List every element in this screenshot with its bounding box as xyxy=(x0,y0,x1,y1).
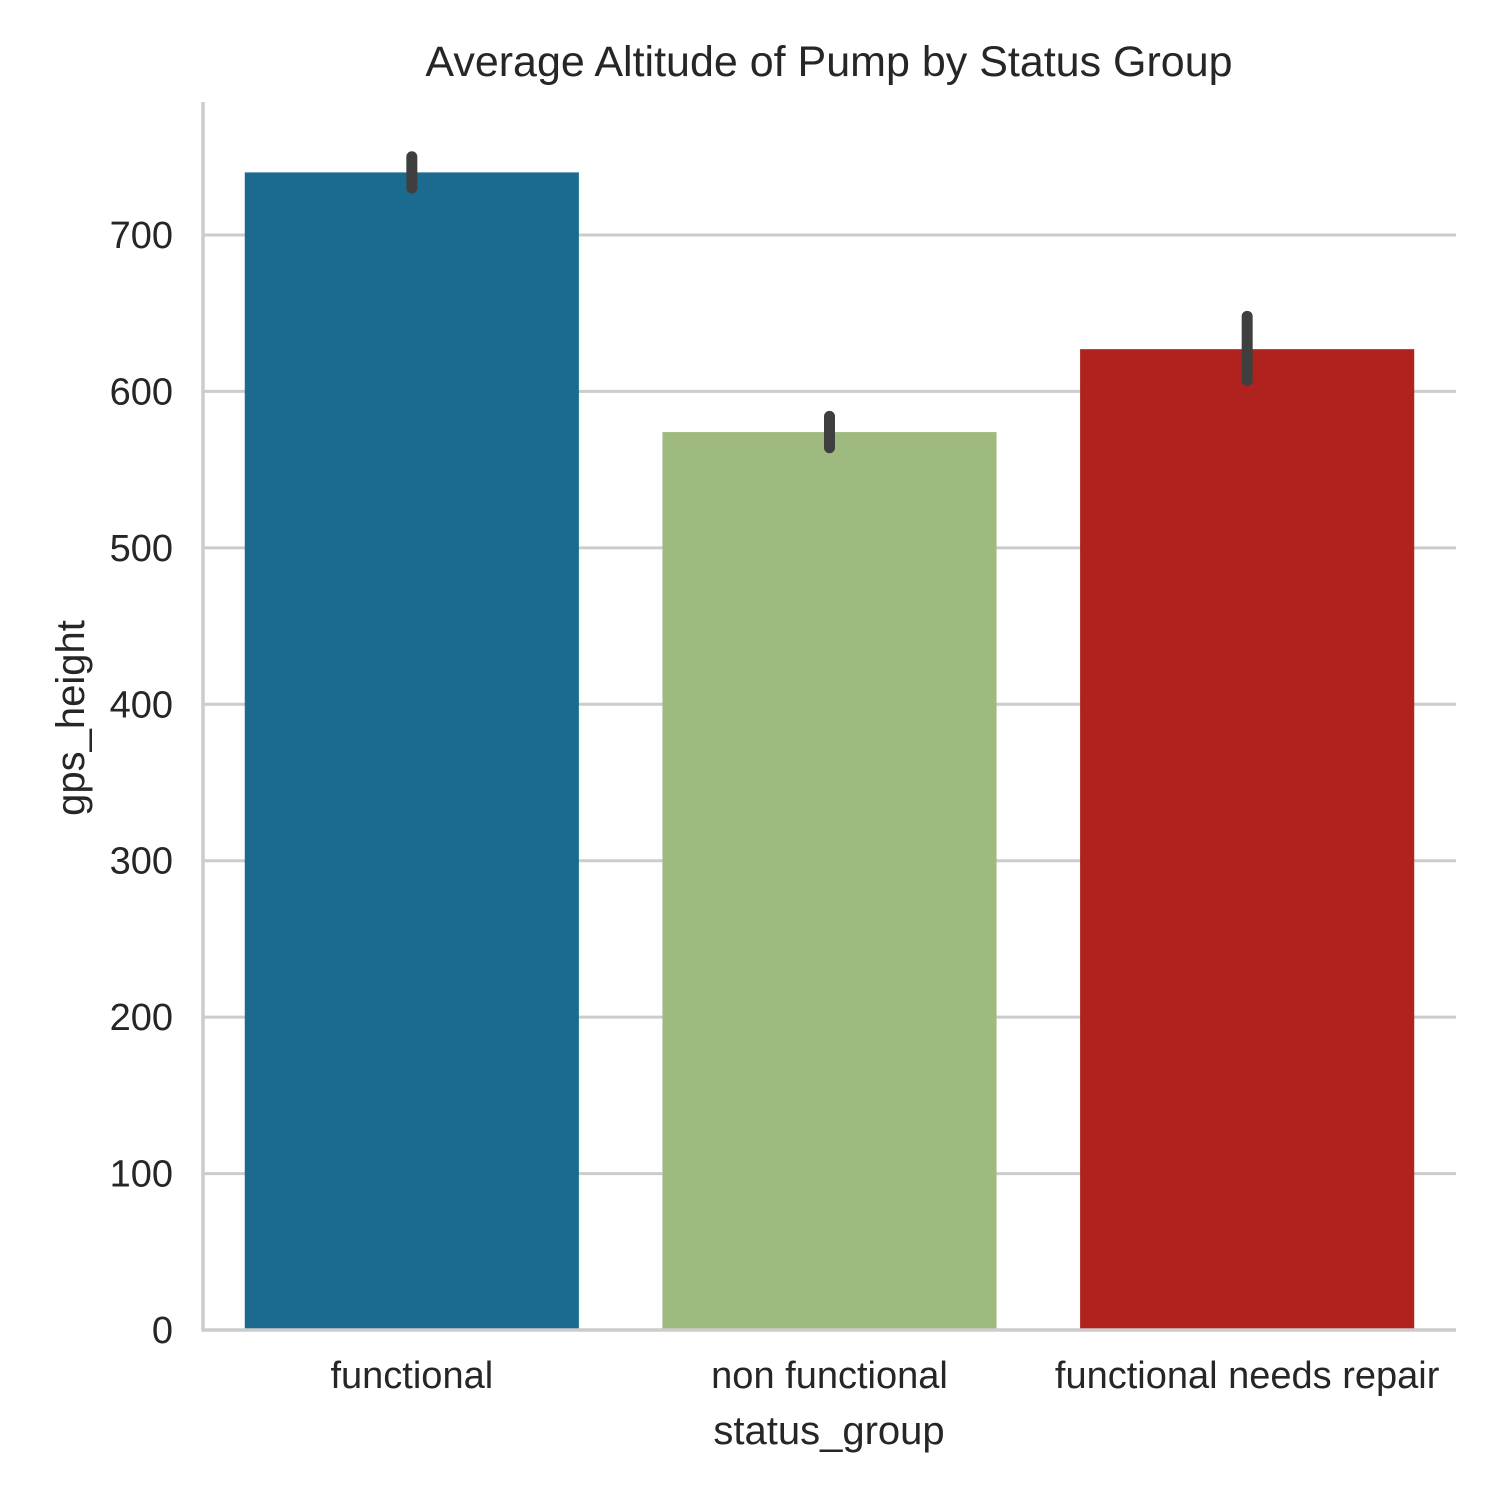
bar xyxy=(244,172,579,1330)
y-tick-label: 0 xyxy=(152,1310,173,1352)
bar xyxy=(1080,349,1415,1331)
axes xyxy=(201,102,1456,1332)
y-tick-label: 600 xyxy=(110,371,173,413)
y-tick-label: 700 xyxy=(110,215,173,257)
y-tick-label: 500 xyxy=(110,528,173,570)
bar xyxy=(662,432,997,1331)
x-tick-labels: functional non functional functional needs… xyxy=(330,1355,1439,1397)
y-tick-label: 200 xyxy=(110,997,173,1039)
y-tick-label: 100 xyxy=(110,1154,173,1196)
chart-title: Average Altitude of Pump by Status Group xyxy=(425,38,1232,86)
x-axis-label: status_group xyxy=(713,1409,944,1453)
y-tick-label: 400 xyxy=(110,684,173,726)
y-axis-label: gps_height xyxy=(49,620,93,816)
x-tick-label: functional xyxy=(330,1355,493,1397)
y-tick-labels: 0 100 200 300 400 500 600 700 xyxy=(110,215,173,1352)
y-tick-label: 300 xyxy=(110,841,173,883)
error-bars-group xyxy=(406,151,1253,454)
bars-group xyxy=(244,172,1415,1331)
x-tick-label: functional needs repair xyxy=(1055,1355,1440,1397)
x-tick-label: non functional xyxy=(711,1355,948,1397)
